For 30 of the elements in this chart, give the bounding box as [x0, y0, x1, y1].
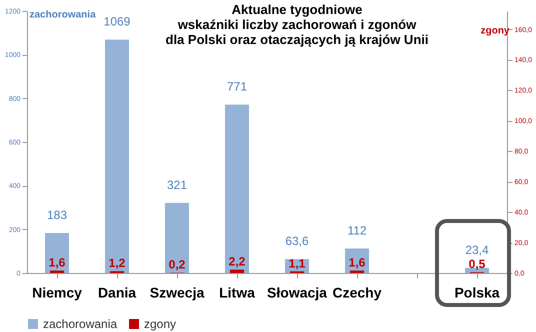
x-tick-label: Dania — [98, 284, 136, 300]
x-tick-label: Słowacja — [267, 284, 328, 300]
legend-label: zgony — [144, 317, 176, 331]
data-label: 771 — [226, 80, 248, 94]
x-tick-label: Czechy — [332, 284, 382, 300]
data-label: 112 — [347, 224, 367, 238]
bar — [225, 104, 249, 273]
bar — [45, 233, 69, 273]
x-tick-label: Polska — [454, 284, 500, 300]
data-label: 1069 — [104, 14, 131, 29]
x-tick-label: Litwa — [219, 284, 256, 300]
data-label: 1,6 — [48, 256, 66, 270]
data-label: 321 — [166, 178, 188, 192]
y-axis-title: zachorowania — [30, 10, 96, 20]
data-label: 63,6 — [285, 234, 309, 248]
data-label: 0,2 — [168, 258, 186, 272]
x-tick-label: Niemcy — [32, 284, 82, 300]
legend-label: zachorowania — [43, 317, 118, 331]
bar — [105, 40, 129, 273]
y2-axis-title: zgony — [480, 26, 510, 36]
bar — [165, 202, 189, 273]
data-label: 2,2 — [228, 254, 246, 269]
data-label: 23,4 — [465, 242, 489, 257]
data-label: 1,6 — [348, 256, 366, 270]
data-label: 183 — [46, 208, 68, 222]
chart-title: Aktualne tygodniowe wskaźniki liczby zachorowań i zgonów dla Polski oraz otaczających ją krajów Unii — [166, 2, 428, 47]
data-label: 1,2 — [108, 256, 126, 270]
x-tick-label: Szwecja — [150, 284, 204, 300]
data-label: 0,5 — [468, 257, 486, 272]
data-label: 1,1 — [288, 256, 306, 270]
